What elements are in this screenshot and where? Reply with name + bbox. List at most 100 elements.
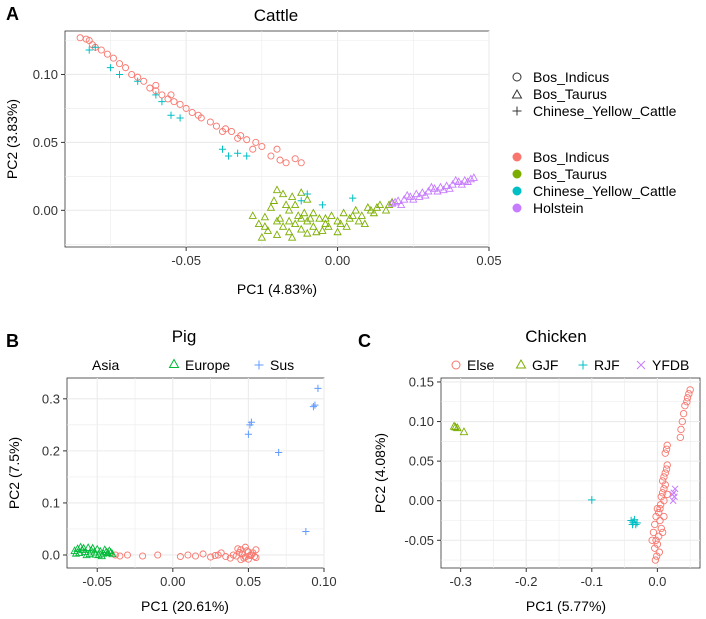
pig-y-ticks: 0.0 0.1 0.2 0.3 [42, 391, 67, 562]
y-tick-label: 0.2 [42, 443, 60, 458]
y-tick-label: 0.05 [33, 135, 58, 150]
x-tick-label: 0.00 [325, 253, 350, 268]
data-point [656, 516, 664, 525]
data-point [211, 551, 219, 560]
data-point [122, 64, 130, 72]
data-point [648, 536, 656, 544]
data-point [243, 136, 251, 144]
cattle-x-ticks: -0.05 0.00 0.05 [171, 247, 502, 268]
data-point [661, 449, 669, 457]
data-point [218, 145, 227, 153]
chicken-plot-area [440, 377, 701, 569]
data-point [276, 156, 284, 164]
data-point [267, 152, 275, 160]
cattle-legend-color: Bos_Indicus Bos_Taurus Chinese_Yellow_Ca… [512, 149, 677, 216]
data-point [649, 528, 658, 537]
data-point [677, 425, 685, 434]
data-point [406, 192, 415, 200]
data-point [272, 230, 282, 238]
data-point [250, 553, 258, 561]
legend-circle-icon [451, 360, 461, 370]
series-gjf [449, 421, 469, 436]
data-point [309, 208, 318, 217]
data-point [651, 520, 659, 529]
panel-label-c: C [358, 331, 371, 351]
data-point [297, 159, 305, 167]
data-point [660, 485, 668, 493]
series-yfdb [669, 485, 679, 505]
legend-entry: Sus [270, 357, 294, 373]
data-point [241, 543, 249, 551]
data-point [281, 200, 291, 209]
data-point [342, 222, 351, 230]
data-point [290, 200, 300, 209]
data-point [357, 211, 366, 219]
data-point [652, 512, 660, 521]
data-point [453, 423, 462, 432]
legend-plus-icon [578, 360, 588, 370]
data-point [297, 224, 306, 233]
data-point [336, 219, 345, 228]
data-point [669, 497, 677, 505]
data-point [433, 186, 442, 195]
data-point [449, 421, 459, 430]
data-point [290, 219, 300, 228]
series-else [648, 386, 694, 564]
data-point [327, 211, 336, 219]
data-point [154, 551, 162, 559]
data-point [300, 208, 309, 217]
y-tick-label: 0.10 [409, 414, 434, 429]
y-tick-label: 0.05 [409, 454, 434, 469]
data-point [246, 421, 254, 429]
data-point [333, 227, 342, 236]
data-point [633, 519, 641, 527]
data-point [451, 175, 460, 184]
data-point [655, 548, 664, 556]
data-point [297, 197, 305, 205]
data-point [284, 205, 294, 214]
legend-plus-icon [512, 106, 522, 116]
legend-triangle-icon [168, 358, 180, 368]
chicken-grid [441, 378, 700, 568]
data-point [302, 527, 310, 536]
pig-x-ticks: -0.05 0.00 0.05 0.10 [82, 568, 337, 589]
series-sus [244, 384, 322, 536]
pig-x-axis-label: PC1 (20.61%) [141, 598, 229, 614]
data-point [315, 213, 324, 222]
legend-shape-entry: Bos_Indicus [533, 69, 609, 85]
data-point [653, 504, 662, 513]
data-point [303, 228, 312, 237]
data-point [655, 508, 663, 517]
data-point [176, 114, 184, 122]
data-point [658, 528, 667, 537]
data-point [146, 84, 154, 92]
data-point [661, 481, 669, 489]
data-point [303, 190, 311, 198]
series-holstein [387, 173, 479, 209]
data-point [199, 550, 207, 558]
data-point [375, 200, 385, 209]
data-point [311, 401, 319, 409]
y-tick-label: -0.05 [404, 533, 434, 548]
legend-triangle-icon [515, 358, 527, 369]
cattle-y-axis-label: PC2 (3.83%) [4, 99, 20, 179]
data-point [657, 524, 665, 533]
data-point [306, 213, 315, 222]
y-tick-label: 0.15 [409, 374, 434, 389]
data-point [260, 212, 270, 221]
data-point [457, 179, 466, 188]
data-point [272, 216, 282, 225]
data-point [309, 403, 318, 411]
data-point [109, 54, 117, 62]
data-point [303, 194, 312, 203]
x-tick-label: -0.1 [581, 574, 603, 589]
panel-pig: B Pig Asia Europe Sus -0.05 0.00 0.05 0.10 … [6, 327, 337, 614]
data-point [454, 177, 463, 185]
data-point [366, 205, 376, 214]
data-point [252, 554, 260, 562]
data-point [158, 98, 166, 106]
chicken-y-ticks: -0.05 0.00 0.05 0.10 0.15 [404, 374, 441, 548]
data-point [412, 189, 421, 198]
data-point [91, 549, 100, 558]
series-chinese-yellow-cattle [85, 43, 357, 209]
